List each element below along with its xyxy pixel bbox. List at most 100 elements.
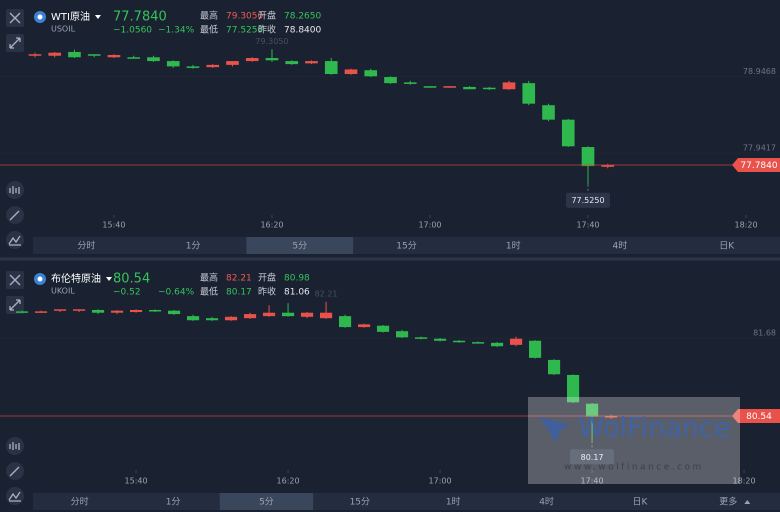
tab-label: 4时 [613, 240, 628, 252]
timeframe-tab[interactable]: 1分 [166, 497, 181, 508]
tab-label: 更多 [719, 496, 737, 508]
symbol-title[interactable]: WTI原油 [51, 10, 90, 23]
candle-body [433, 338, 447, 341]
stat-value: 82.21 [226, 274, 252, 284]
timeframe-tab[interactable]: 日K [719, 241, 735, 252]
timeframe-tab[interactable]: 日K [632, 497, 648, 508]
x-tick-label: 15:40 [125, 477, 148, 486]
timeframe-tab[interactable]: 1分 [186, 241, 201, 252]
change: −1.0560 [113, 26, 152, 36]
timeframe-tab[interactable]: 5分 [246, 237, 354, 254]
candle-body [414, 337, 428, 339]
tab-label: 1时 [506, 240, 521, 252]
tab-selected [246, 237, 354, 254]
tool-icon [8, 235, 21, 246]
candle-body [285, 61, 299, 65]
candle-body [528, 340, 542, 358]
last-price-tag-label: 80.54 [746, 412, 772, 422]
last-price-tag-label: 77.7840 [740, 161, 777, 171]
tab-label: 4时 [539, 496, 554, 508]
tab-label: 分时 [77, 240, 95, 252]
timeframe-tab[interactable]: 15分 [396, 241, 416, 252]
high-marker-label: 79.3050 [255, 37, 288, 46]
tool-button[interactable] [6, 231, 24, 249]
timeframe-tab[interactable]: 5分 [219, 493, 314, 510]
close-button[interactable] [6, 9, 24, 27]
tab-bar [33, 493, 780, 510]
stat-value: 78.2650 [284, 12, 321, 22]
tool-button[interactable] [6, 462, 24, 480]
candle-body [403, 82, 417, 84]
timeframe-tab[interactable]: 4时 [539, 496, 554, 508]
watermark-url: www.wolfinance.com [564, 463, 704, 473]
candle-body [226, 61, 239, 65]
candle-body [324, 61, 338, 75]
tool-icon [9, 442, 20, 450]
candle-body [300, 312, 314, 317]
timeframe-tab[interactable]: 1时 [446, 496, 461, 508]
tool-button[interactable] [6, 487, 24, 505]
tool-button[interactable] [6, 437, 24, 455]
timeframe-tab[interactable]: 更多 [719, 496, 751, 508]
last-price-tag [732, 158, 780, 173]
candle-body [127, 57, 141, 59]
last-price: 77.7840 [113, 10, 167, 25]
candle-body [561, 119, 575, 147]
dropdown-arrow[interactable] [106, 277, 112, 281]
timeframe-tab[interactable]: 分时 [71, 496, 89, 508]
candle-body [585, 403, 599, 417]
tool-icon [9, 210, 20, 221]
candle-body [502, 82, 516, 90]
x-tick-label: 17:00 [418, 221, 441, 230]
timeframe-tab[interactable]: 4时 [613, 240, 628, 252]
candle-body [423, 86, 437, 88]
tool-button[interactable] [6, 206, 24, 224]
candle-body [338, 316, 352, 328]
expand-icon [9, 37, 21, 49]
stat-label: 最低 [200, 286, 218, 298]
stat-label: 最高 [200, 10, 218, 22]
symbol-title[interactable]: 布伦特原油 [51, 272, 101, 285]
close-button[interactable] [6, 271, 24, 289]
expand-button[interactable] [6, 296, 24, 314]
close-icon [9, 274, 21, 286]
candle-body [224, 316, 238, 321]
watermark-logo [540, 417, 570, 443]
candle-body [110, 310, 124, 313]
candle-body [471, 342, 485, 344]
x-tick-label: 18:20 [734, 221, 757, 230]
candle-body [167, 310, 181, 315]
candle-body [566, 374, 580, 403]
candle-body [376, 325, 390, 332]
candle-body [463, 86, 476, 90]
candle-body [15, 311, 29, 313]
candle-body [34, 311, 48, 313]
tool-button[interactable] [6, 181, 24, 199]
candle-body [443, 86, 457, 88]
candle-body [581, 147, 595, 167]
candle-body [604, 415, 618, 418]
dropdown-arrow[interactable] [94, 15, 101, 19]
low-marker-box [570, 449, 615, 465]
stat-value: 80.17 [226, 288, 252, 298]
tab-label: 5分 [259, 497, 274, 508]
expand-button[interactable] [6, 34, 24, 52]
expand-icon [9, 299, 21, 311]
timeframe-tab[interactable]: 1时 [506, 240, 521, 252]
timeframe-tab[interactable]: 15分 [350, 497, 370, 508]
candle-body [305, 61, 318, 64]
candle-body [384, 77, 397, 84]
candle-body [364, 70, 378, 77]
tab-label: 15分 [396, 241, 416, 252]
x-tick-label: 17:40 [581, 477, 604, 486]
tab-label: 1分 [166, 497, 181, 508]
candle-body [68, 51, 81, 58]
symbol-logo-dot [37, 14, 43, 20]
timeframe-tab[interactable]: 分时 [77, 240, 95, 252]
change-pct: −1.34% [158, 26, 195, 36]
candle-body [547, 359, 561, 375]
x-tick-label: 18:20 [733, 477, 756, 486]
